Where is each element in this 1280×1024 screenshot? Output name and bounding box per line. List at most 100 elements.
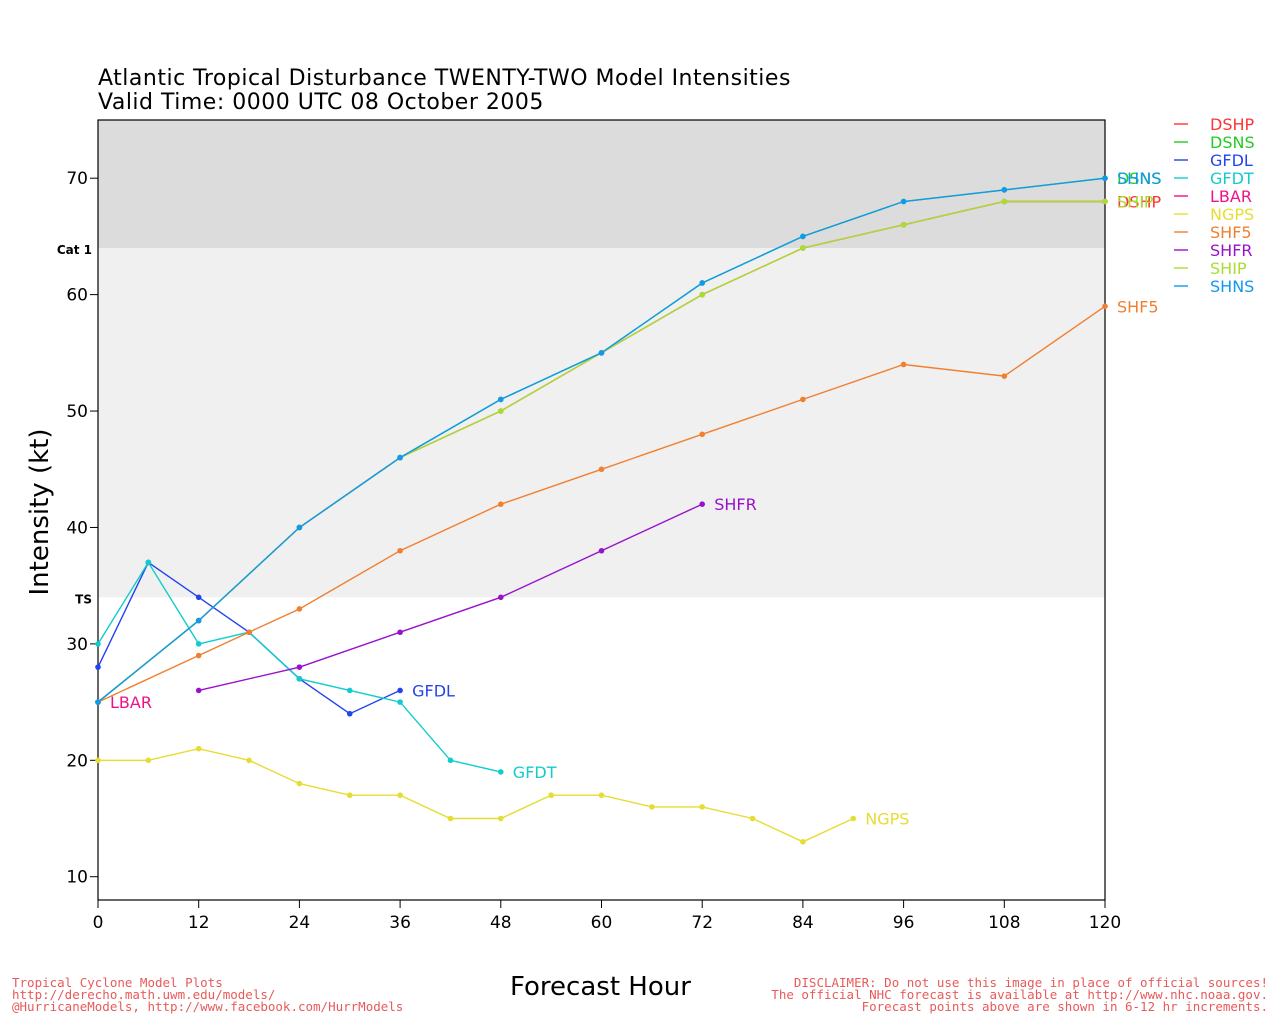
intensity-bands: Cat 1 TS	[57, 120, 1105, 606]
y-tick-label: 70	[66, 169, 88, 189]
band-label: Cat 1	[57, 243, 92, 257]
data-point	[95, 641, 101, 647]
legend-entry: SHFR	[1210, 241, 1253, 260]
series-end-label: GFDT	[513, 763, 557, 782]
footer-credits-line: @HurricaneModels, http://www.facebook.co…	[12, 999, 404, 1014]
data-point	[498, 815, 504, 822]
data-point	[195, 687, 202, 694]
band-ts	[98, 248, 1105, 598]
data-point	[1102, 303, 1108, 310]
chart-subtitle: Valid Time: 0000 UTC 08 October 2005	[98, 90, 544, 115]
legend-entry: DSHP	[1210, 115, 1255, 134]
legend-entry: GFDT	[1210, 169, 1254, 188]
series-shfr: SHFR	[195, 495, 757, 694]
data-point	[498, 396, 504, 403]
data-point	[346, 687, 353, 694]
data-point	[95, 699, 101, 705]
band-label: TS	[75, 592, 92, 606]
x-tick-label: 84	[792, 913, 814, 933]
series-ngps: NGPS	[95, 745, 909, 845]
data-point	[346, 710, 353, 717]
footer-credits-line: Tropical Cyclone Model Plots	[12, 975, 223, 990]
series-end-label: SHIP	[1117, 192, 1154, 211]
data-point	[95, 664, 101, 670]
data-point	[145, 559, 152, 566]
data-point	[598, 466, 605, 473]
data-point	[296, 664, 303, 670]
data-point	[598, 792, 605, 799]
data-point	[296, 780, 303, 787]
data-point	[346, 792, 353, 799]
data-point	[498, 501, 504, 507]
data-point	[800, 233, 806, 240]
y-tick-label: 10	[66, 868, 88, 888]
data-point	[800, 838, 806, 845]
legend-entry: NGPS	[1210, 205, 1254, 224]
data-point	[296, 524, 303, 531]
x-tick-label: 96	[893, 913, 915, 933]
footer-disclaimer-line: DISCLAIMER: Do not use this image in pla…	[793, 975, 1268, 990]
series-end-label: DSHP	[1117, 192, 1162, 211]
data-point	[145, 757, 152, 764]
data-point	[699, 501, 705, 507]
y-tick-label: 20	[66, 751, 88, 771]
legend-entry: LBAR	[1210, 187, 1252, 206]
data-point	[195, 641, 202, 647]
data-point	[598, 350, 605, 356]
series-end-label: DSNS	[1117, 169, 1162, 188]
x-tick-label: 108	[988, 913, 1020, 933]
series-end-label: SHFR	[714, 495, 757, 514]
series-layer: DSHP DSNS GFDL GFDT LBAR NGPS SHF5 SHFR SHIP SHNS	[95, 169, 1162, 845]
y-tick-label: 40	[66, 518, 88, 538]
legend-entry: GFDL	[1210, 151, 1253, 170]
data-point	[195, 745, 202, 752]
series-line	[97, 305, 1106, 703]
footer-disclaimer: DISCLAIMER: Do not use this image in pla…	[771, 975, 1268, 1014]
data-point	[397, 547, 403, 554]
x-tick-label: 72	[691, 913, 713, 933]
data-point	[246, 757, 252, 764]
data-point	[95, 757, 101, 764]
series-end-label: NGPS	[865, 810, 909, 829]
series-end-label: LBAR	[110, 693, 152, 712]
series-end-label: SHF5	[1117, 297, 1159, 316]
series-line	[98, 747, 854, 843]
y-tick-label: 50	[66, 402, 88, 422]
data-point	[800, 396, 806, 403]
data-point	[699, 280, 705, 286]
data-point	[447, 757, 454, 764]
series-gfdt: GFDT	[95, 559, 557, 782]
footer-credits-line: http://derecho.math.uwm.edu/models/	[12, 987, 276, 1002]
footer-disclaimer-line: Forecast points above are shown in 6-12 …	[861, 999, 1268, 1014]
data-point	[699, 804, 705, 810]
series-shf5: SHF5	[95, 297, 1159, 705]
series-line	[198, 503, 703, 692]
data-point	[195, 652, 202, 659]
data-point	[800, 245, 806, 251]
axes: 0 12 24 36 48 60 72 84 96 108 120 10 20 30 40 50 60 70	[66, 119, 1121, 933]
series-shns: SHNS	[95, 169, 1161, 705]
data-point	[1102, 198, 1108, 205]
y-tick-label: 30	[66, 635, 88, 655]
x-axis-label: Forecast Hour	[510, 972, 691, 1002]
y-tick-label: 60	[66, 286, 88, 306]
data-point	[195, 594, 202, 601]
data-point	[749, 815, 756, 822]
x-tick-label: 60	[591, 913, 613, 933]
legend-entry: SHF5	[1210, 223, 1252, 242]
data-point	[397, 699, 403, 705]
legend-entry: SHIP	[1210, 259, 1247, 278]
data-point	[699, 431, 705, 438]
series-end-label: GFDL	[412, 681, 455, 700]
data-point	[1001, 187, 1008, 193]
data-point	[850, 815, 857, 822]
footer-credits: Tropical Cyclone Model Plots http://dere…	[12, 975, 404, 1014]
x-tick-label: 0	[93, 913, 104, 933]
x-tick-label: 48	[490, 913, 512, 933]
x-tick-label: 120	[1089, 913, 1121, 933]
data-point	[246, 629, 252, 636]
data-point	[397, 629, 403, 636]
chart-title: Atlantic Tropical Disturbance TWENTY-TWO…	[98, 66, 791, 91]
